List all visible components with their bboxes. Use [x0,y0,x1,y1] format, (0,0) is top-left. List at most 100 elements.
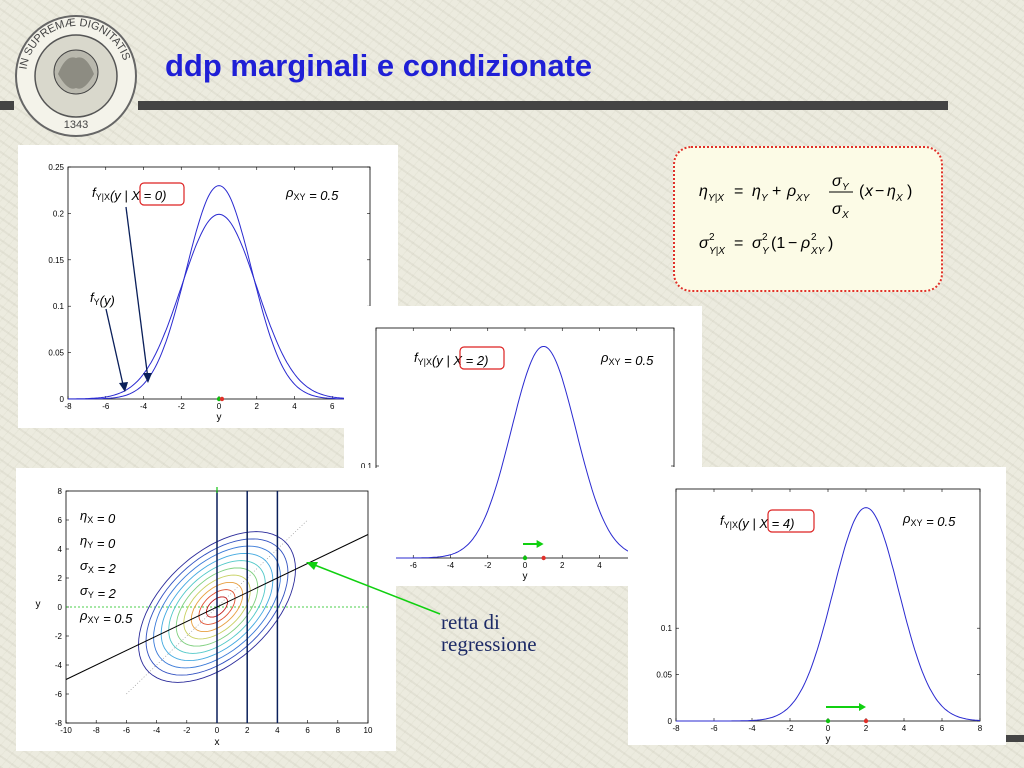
x-tick-label: 2 [560,561,565,570]
regression-pointer-arrow [306,562,441,615]
svg-text:ρXY = 0.5: ρXY = 0.5 [600,350,654,368]
y-tick-label: 0.1 [361,462,373,471]
y-tick-label: 4 [58,545,63,554]
svg-text:−: − [875,183,884,200]
x-tick-label: 6 [330,402,335,411]
x-tick-label: -6 [410,561,418,570]
svg-text:XY: XY [810,246,826,257]
y-tick-label: 0 [668,717,673,726]
university-seal-logo: IN SUPREMÆ DIGNITATIS 1343 [14,14,138,138]
y-tick-label: 0 [60,395,65,404]
y-tick-label: 6 [58,516,63,525]
y-tick-label: 0.1 [53,302,65,311]
param-4: ρXY = 0.5 [79,608,133,626]
svg-text:σX = 2: σX = 2 [80,558,117,576]
param-2: σX = 2 [80,558,117,576]
regression-formulas: η Y|X = η Y + ρ XY σ Y σ X ( x − η X ) σ… [699,173,912,257]
x-tick-label: -4 [153,726,161,735]
svg-text:−: − [788,235,797,252]
svg-text:fY(y): fY(y) [90,290,115,308]
svg-text:fY|X(y | X = 0): fY|X(y | X = 0) [92,185,166,203]
origin-marker [825,718,831,724]
y-tick-label: -6 [55,690,63,699]
x-tick-label: -10 [60,726,72,735]
density-curve-0 [676,507,981,722]
svg-text:ηX = 0: ηX = 0 [80,508,116,526]
y-tick-label: -8 [55,719,63,728]
x-tick-label: -8 [672,724,680,733]
label-conditional-density: fY|X(y | X = 0) [92,185,166,203]
x-axis-label: x [215,737,220,748]
chart-conditional-x4: -8 -6 -4 -2 0 2 4 6 8 0 0.05 0.1 y fY|X(y | X = 4) ρXY… [656,488,983,745]
chart-panel-conditional-x0: -8-6-4-20246800.050.10.150.20.25yfY|X(y … [18,145,398,428]
density-curve-0 [376,346,674,559]
y-tick-label: 0.1 [661,624,673,633]
x-tick-label: -8 [93,726,101,735]
x-tick-label: 4 [597,561,602,570]
svg-text:X: X [841,210,849,221]
svg-text:η: η [699,183,708,200]
pointer-conditional [125,206,149,380]
x-tick-label: -4 [140,402,148,411]
svg-text:=: = [734,183,743,200]
pointer-marginal-head [119,382,128,392]
svg-text:ηY = 0: ηY = 0 [80,533,116,551]
chart-conditional-x0: -8-6-4-20246800.050.10.150.20.25yfY|X(y … [48,163,372,423]
origin-marker [522,555,528,561]
x-tick-label: 0 [523,561,528,570]
condition-highlight-box [767,509,815,533]
svg-text:fY|X(y | X = 2): fY|X(y | X = 2) [414,350,488,368]
mean-marker [219,396,225,402]
slide-title: ddp marginali e condizionate [165,48,593,83]
condition-highlight-box [139,182,185,206]
x-tick-label: -4 [748,724,756,733]
x-tick-label: -8 [64,402,72,411]
regression-label-line-1: retta di [441,610,500,634]
density-curve-1 [68,213,370,400]
svg-text:Y: Y [842,182,850,193]
x-tick-label: -2 [178,402,186,411]
x-tick-label: 0 [826,724,831,733]
label-marginal-density: fY(y) [90,290,115,308]
svg-text:σY = 2: σY = 2 [80,583,117,601]
svg-text:σ: σ [699,235,710,252]
y-tick-label: -4 [55,661,63,670]
y-tick-label: 0.2 [53,209,65,218]
y-axis-label: y [36,599,41,610]
header-rule-left [0,101,14,110]
formula-line-2: σ 2 Y|X = σ 2 Y (1 − ρ 2 XY ) [699,232,833,257]
svg-text:σ: σ [752,235,763,252]
svg-text:2: 2 [762,232,768,243]
x-tick-label: -6 [102,402,110,411]
pointer-conditional-head [143,373,152,383]
label-conditional-density: fY|X(y | X = 4) [720,513,794,531]
x-tick-label: 10 [364,726,373,735]
x-tick-label: 2 [864,724,869,733]
label-rho: ρXY = 0.5 [285,185,339,203]
x-tick-label: 0 [215,726,220,735]
y-tick-label: 0 [58,603,63,612]
x-tick-label: 6 [305,726,310,735]
y-tick-label: 0.05 [48,349,64,358]
svg-text:2: 2 [709,232,715,243]
regression-formula-box: η Y|X = η Y + ρ XY σ Y σ X ( x − η X ) σ… [673,146,943,292]
svg-text:X: X [895,193,903,204]
svg-text:fY|X(y | X = 4): fY|X(y | X = 4) [720,513,794,531]
mean-marker [863,718,869,724]
x-tick-label: -6 [123,726,131,735]
x-tick-label: 2 [245,726,250,735]
x-tick-label: 8 [336,726,341,735]
svg-text:): ) [828,235,833,252]
mean-marker [541,555,546,561]
param-0: ηX = 0 [80,508,116,526]
svg-text:+: + [772,183,781,200]
regression-label-line-2: regressione [441,632,537,656]
x-tick-label: -2 [183,726,191,735]
svg-text:ρXY = 0.5: ρXY = 0.5 [79,608,133,626]
param-3: σY = 2 [80,583,117,601]
x-tick-label: 6 [940,724,945,733]
svg-text:σ: σ [832,173,843,190]
svg-text:ρ: ρ [786,183,796,200]
